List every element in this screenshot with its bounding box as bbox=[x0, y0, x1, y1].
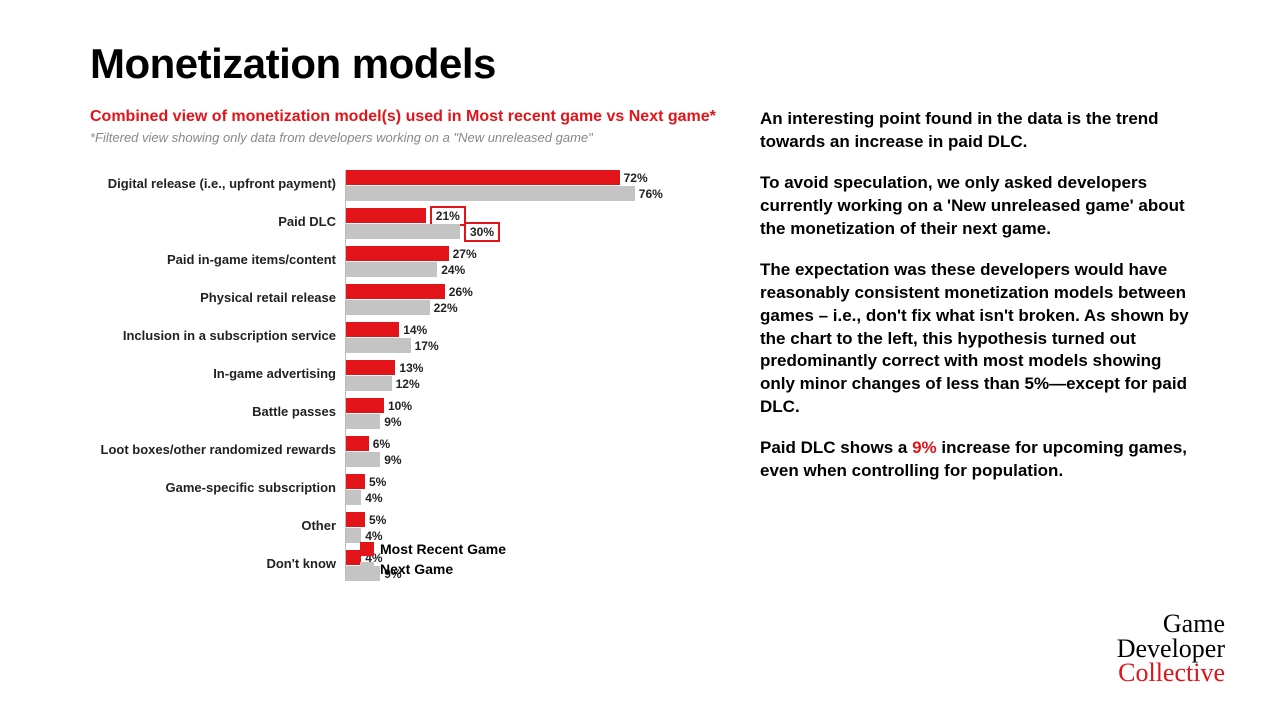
para-1: An interesting point found in the data i… bbox=[760, 108, 1190, 154]
chart-row: Physical retail release26%22% bbox=[346, 284, 730, 315]
legend-label-a: Most Recent Game bbox=[380, 541, 506, 557]
chart-row: Digital release (i.e., upfront payment)7… bbox=[346, 170, 730, 201]
page-title: Monetization models bbox=[90, 40, 1230, 88]
chart-row: Game-specific subscription5%4% bbox=[346, 474, 730, 505]
chart-legend: Most Recent Game Next Game bbox=[360, 541, 506, 581]
chart-row: In-game advertising13%12% bbox=[346, 360, 730, 391]
chart-column: Combined view of monetization model(s) u… bbox=[90, 108, 730, 588]
chart-row-label: Game-specific subscription bbox=[86, 480, 336, 495]
bar-value-next-game: 30% bbox=[464, 222, 500, 242]
para-2: To avoid speculation, we only asked deve… bbox=[760, 172, 1190, 241]
chart-row-label: Digital release (i.e., upfront payment) bbox=[86, 176, 336, 191]
bar-most-recent bbox=[346, 436, 369, 451]
legend-label-b: Next Game bbox=[380, 561, 453, 577]
bar-group: 27%24% bbox=[346, 246, 477, 277]
logo-line-3: Collective bbox=[1117, 661, 1225, 686]
para-3: The expectation was these developers wou… bbox=[760, 259, 1190, 420]
bar-value-most-recent: 5% bbox=[369, 475, 386, 489]
chart-row: Other5%4% bbox=[346, 512, 730, 543]
bar-next-game bbox=[346, 186, 635, 201]
bar-value-most-recent: 5% bbox=[369, 513, 386, 527]
bar-most-recent bbox=[346, 398, 384, 413]
chart-row-label: Paid DLC bbox=[86, 214, 336, 229]
chart-row-label: Inclusion in a subscription service bbox=[86, 328, 336, 343]
logo-game-developer-collective: Game Developer Collective bbox=[1117, 612, 1225, 686]
logo-line-1: Game bbox=[1117, 612, 1225, 637]
bar-value-most-recent: 72% bbox=[624, 171, 648, 185]
bar-value-next-game: 24% bbox=[441, 263, 465, 277]
bar-value-next-game: 9% bbox=[384, 415, 401, 429]
bar-group: 5%4% bbox=[346, 512, 386, 543]
bar-next-game bbox=[346, 452, 380, 467]
bar-most-recent bbox=[346, 512, 365, 527]
bar-value-most-recent: 10% bbox=[388, 399, 412, 413]
legend-swatch-red bbox=[360, 542, 374, 556]
bar-next-game bbox=[346, 338, 411, 353]
chart-row-label: Other bbox=[86, 518, 336, 533]
bar-next-game bbox=[346, 528, 361, 543]
legend-most-recent: Most Recent Game bbox=[360, 541, 506, 557]
bar-group: 13%12% bbox=[346, 360, 423, 391]
bar-most-recent bbox=[346, 474, 365, 489]
chart-row: Paid DLC21%30% bbox=[346, 208, 730, 239]
bar-group: 26%22% bbox=[346, 284, 473, 315]
bar-value-most-recent: 26% bbox=[449, 285, 473, 299]
bar-next-game bbox=[346, 490, 361, 505]
text-column: An interesting point found in the data i… bbox=[760, 108, 1190, 588]
bar-most-recent bbox=[346, 208, 426, 223]
monetization-chart: Digital release (i.e., upfront payment)7… bbox=[90, 170, 730, 581]
bar-group: 21%30% bbox=[346, 208, 500, 239]
bar-value-most-recent: 27% bbox=[453, 247, 477, 261]
chart-row-label: Physical retail release bbox=[86, 290, 336, 305]
chart-row: Battle passes10%9% bbox=[346, 398, 730, 429]
bar-value-next-game: 4% bbox=[365, 491, 382, 505]
bar-next-game bbox=[346, 414, 380, 429]
legend-next-game: Next Game bbox=[360, 561, 506, 577]
bar-value-most-recent: 21% bbox=[430, 206, 466, 226]
bar-value-next-game: 12% bbox=[396, 377, 420, 391]
bar-most-recent bbox=[346, 170, 620, 185]
chart-row: Loot boxes/other randomized rewards6%9% bbox=[346, 436, 730, 467]
bar-most-recent bbox=[346, 550, 361, 565]
bar-next-game bbox=[346, 376, 392, 391]
bar-group: 6%9% bbox=[346, 436, 402, 467]
bar-next-game bbox=[346, 262, 437, 277]
para-4: Paid DLC shows a 9% increase for upcomin… bbox=[760, 437, 1190, 483]
bar-most-recent bbox=[346, 246, 449, 261]
content-row: Combined view of monetization model(s) u… bbox=[90, 108, 1230, 588]
bar-most-recent bbox=[346, 360, 395, 375]
bar-value-next-game: 22% bbox=[434, 301, 458, 315]
bar-most-recent bbox=[346, 284, 445, 299]
bar-value-most-recent: 14% bbox=[403, 323, 427, 337]
bar-value-most-recent: 6% bbox=[373, 437, 390, 451]
bar-value-next-game: 17% bbox=[415, 339, 439, 353]
legend-swatch-grey bbox=[360, 562, 374, 576]
bar-group: 5%4% bbox=[346, 474, 386, 505]
bar-value-next-game: 9% bbox=[384, 453, 401, 467]
chart-row-label: In-game advertising bbox=[86, 366, 336, 381]
chart-row-label: Paid in-game items/content bbox=[86, 252, 336, 267]
bar-value-next-game: 76% bbox=[639, 187, 663, 201]
bar-group: 10%9% bbox=[346, 398, 412, 429]
bar-group: 72%76% bbox=[346, 170, 663, 201]
chart-row: Inclusion in a subscription service14%17… bbox=[346, 322, 730, 353]
chart-row-label: Battle passes bbox=[86, 404, 336, 419]
chart-row: Paid in-game items/content27%24% bbox=[346, 246, 730, 277]
bar-value-most-recent: 13% bbox=[399, 361, 423, 375]
chart-filter-note: *Filtered view showing only data from de… bbox=[90, 130, 730, 145]
chart-row-label: Don't know bbox=[86, 556, 336, 571]
chart-row-label: Loot boxes/other randomized rewards bbox=[86, 442, 336, 457]
bar-group: 14%17% bbox=[346, 322, 439, 353]
para-4-before: Paid DLC shows a bbox=[760, 438, 912, 457]
bar-next-game bbox=[346, 224, 460, 239]
bar-next-game bbox=[346, 300, 430, 315]
bar-most-recent bbox=[346, 322, 399, 337]
chart-subtitle: Combined view of monetization model(s) u… bbox=[90, 108, 730, 126]
para-4-highlight: 9% bbox=[912, 438, 937, 457]
